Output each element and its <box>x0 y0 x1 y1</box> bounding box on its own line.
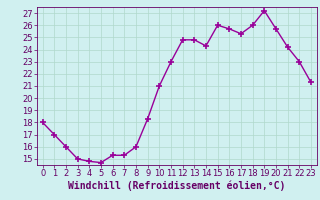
X-axis label: Windchill (Refroidissement éolien,°C): Windchill (Refroidissement éolien,°C) <box>68 181 285 191</box>
